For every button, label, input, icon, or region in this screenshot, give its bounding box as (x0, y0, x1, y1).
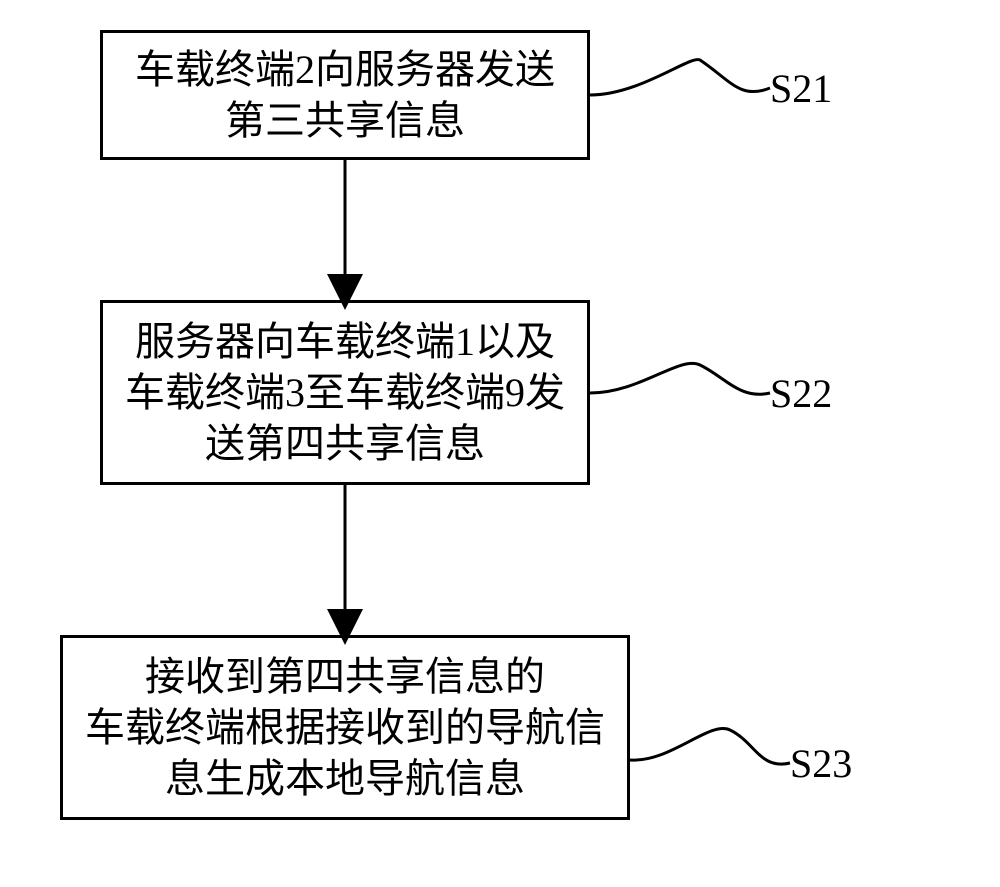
label-connector (590, 363, 770, 394)
label-connector (630, 728, 790, 764)
node-text: 车载终端2向服务器发送 第三共享信息 (135, 44, 555, 146)
step-label: S21 (770, 65, 832, 112)
node-text: 服务器向车载终端1以及 车载终端3至车载终端9发 送第四共享信息 (125, 316, 565, 470)
node-text: 接收到第四共享信息的 车载终端根据接收到的导航信 息生成本地导航信息 (85, 651, 605, 805)
flowchart-node: 服务器向车载终端1以及 车载终端3至车载终端9发 送第四共享信息 (100, 300, 590, 485)
flowchart-node: 车载终端2向服务器发送 第三共享信息 (100, 30, 590, 160)
step-label: S22 (770, 370, 832, 417)
step-label: S23 (790, 740, 852, 787)
label-connector (590, 60, 770, 95)
flowchart-canvas: 车载终端2向服务器发送 第三共享信息 S21 服务器向车载终端1以及 车载终端3… (0, 0, 1000, 887)
flowchart-node: 接收到第四共享信息的 车载终端根据接收到的导航信 息生成本地导航信息 (60, 635, 630, 820)
